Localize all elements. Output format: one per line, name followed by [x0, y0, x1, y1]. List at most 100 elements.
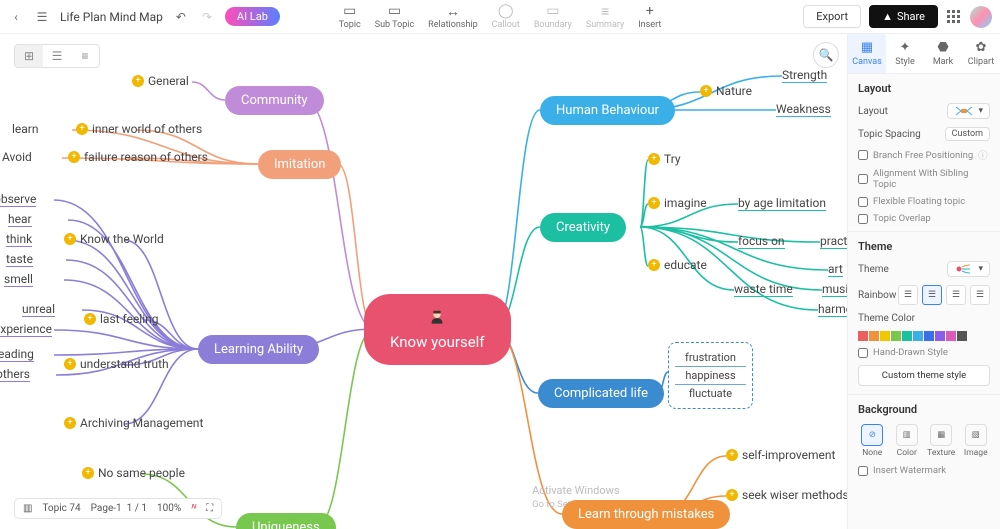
leaf-imitation-0[interactable]: learn	[12, 122, 39, 136]
bg-texture[interactable]: ▦Texture	[927, 424, 956, 458]
leaf-learning-7[interactable]: experience	[0, 322, 52, 337]
color-palette[interactable]	[848, 328, 1000, 344]
align-checkbox[interactable]	[858, 174, 868, 184]
redo-icon[interactable]: ↷	[199, 9, 215, 25]
bg-none[interactable]: ⊘None	[858, 424, 887, 458]
fullscreen-icon[interactable]: ⛶	[206, 503, 213, 514]
leaf-learning-10[interactable]: others	[0, 367, 30, 382]
leaf-creativity-6[interactable]: waste time	[734, 282, 793, 297]
leaf-imitation-3[interactable]: +failure reason of others	[68, 150, 208, 164]
rainbow-opt-3[interactable]: ☰	[946, 285, 966, 305]
doc-title[interactable]: Life Plan Mind Map	[60, 10, 163, 24]
leaf-human-0[interactable]: +Nature	[700, 84, 752, 98]
tool-sub-topic[interactable]: ▭Sub Topic	[375, 3, 414, 30]
leaf-learning-8[interactable]: +last feeling	[84, 312, 159, 326]
swatch[interactable]	[946, 331, 956, 341]
view-outline-icon[interactable]: ☰	[43, 45, 71, 67]
layout-picker[interactable]: ▾	[947, 103, 990, 119]
share-button[interactable]: ▲ Share	[869, 5, 938, 28]
branch-complicated[interactable]: Complicated life	[538, 379, 664, 408]
back-icon[interactable]: ‹	[8, 9, 24, 25]
tool-callout[interactable]: ◯Callout	[492, 3, 520, 30]
leaf-learning-1[interactable]: hear	[8, 212, 32, 227]
leaf-imitation-2[interactable]: Avoid	[2, 150, 32, 164]
leaf-learning-5[interactable]: smell	[4, 272, 33, 287]
leaf-creativity-3[interactable]: +educate	[648, 258, 707, 272]
search-icon[interactable]: 🔍	[813, 42, 839, 68]
canvas[interactable]: ⊞ ☰ ≡ 🔍 Activate Windows Go to Settings …	[0, 34, 847, 529]
leaf-creativity-7[interactable]: art	[828, 262, 843, 277]
leaf-learning-9[interactable]: reading	[0, 347, 34, 362]
leaf-creativity-1[interactable]: +imagine	[648, 196, 707, 210]
ailab-badge[interactable]: AI Lab	[225, 7, 280, 26]
leaf-creativity-0[interactable]: +Try	[648, 152, 681, 166]
leaf-creativity-4[interactable]: focus on	[738, 234, 785, 249]
swatch[interactable]	[913, 331, 923, 341]
box-complicated[interactable]: frustrationhappinessfluctuate	[668, 342, 753, 409]
rainbow-opt-2[interactable]: ☰	[922, 285, 942, 305]
leaf-human-2[interactable]: Weakness	[776, 102, 831, 117]
swatch[interactable]	[869, 331, 879, 341]
overlap-checkbox[interactable]	[858, 214, 868, 224]
leaf-mistakes-0[interactable]: +self-improvement	[726, 448, 835, 462]
leaf-creativity-9[interactable]: harmony	[818, 302, 847, 317]
zoom-level[interactable]: 100%	[157, 503, 181, 514]
tool-topic[interactable]: ▭Topic	[339, 3, 361, 30]
map-icon[interactable]: ▥	[23, 503, 32, 514]
theme-picker[interactable]: ▾	[947, 261, 990, 277]
swatch[interactable]	[935, 331, 945, 341]
swatch[interactable]	[902, 331, 912, 341]
export-button[interactable]: Export	[803, 5, 861, 28]
tool-relationship[interactable]: ↔Relationship	[428, 3, 477, 30]
leaf-learning-3[interactable]: +Know the World	[64, 232, 164, 246]
custom-theme-button[interactable]: Custom theme style	[858, 365, 990, 386]
view-mindmap-icon[interactable]: ⊞	[15, 45, 43, 67]
swatch[interactable]	[924, 331, 934, 341]
leaf-learning-11[interactable]: +understand truth	[64, 357, 169, 371]
apps-icon[interactable]	[946, 9, 962, 25]
bg-color[interactable]: ▥Color	[893, 424, 922, 458]
tab-style[interactable]: ✦Style	[886, 34, 924, 73]
branch-learning[interactable]: Learning Ability	[198, 335, 319, 364]
watermark-checkbox[interactable]	[858, 466, 868, 476]
view-list-icon[interactable]: ≡	[71, 45, 99, 67]
swatch[interactable]	[858, 331, 868, 341]
leaf-creativity-5[interactable]: practice	[820, 234, 847, 249]
menu-icon[interactable]: ☰	[34, 9, 50, 25]
root-node[interactable]: Know yourself	[364, 294, 511, 365]
leaf-learning-12[interactable]: +Archiving Management	[64, 416, 203, 430]
bfp-checkbox[interactable]	[858, 150, 868, 160]
tab-mark[interactable]: ⬣Mark	[924, 34, 962, 73]
spacing-value[interactable]: Custom	[945, 127, 990, 141]
leaf-human-1[interactable]: Strength	[782, 68, 827, 83]
branch-imitation[interactable]: Imitation	[258, 150, 341, 179]
leaf-imitation-1[interactable]: +inner world of others	[76, 122, 202, 136]
branch-human[interactable]: Human Behaviour	[540, 96, 675, 125]
leaf-learning-2[interactable]: think	[6, 232, 32, 247]
tab-canvas[interactable]: ▦Canvas	[848, 34, 886, 73]
rainbow-opt-4[interactable]: ☰	[970, 285, 990, 305]
hand-checkbox[interactable]	[858, 348, 868, 358]
branch-mistakes[interactable]: Learn through mistakes	[562, 500, 730, 529]
swatch[interactable]	[880, 331, 890, 341]
branch-creativity[interactable]: Creativity	[540, 213, 626, 242]
tool-summary[interactable]: ≡Summary	[586, 3, 624, 30]
branch-community[interactable]: Community	[225, 86, 324, 115]
leaf-mistakes-1[interactable]: +seek wiser methods	[726, 488, 847, 502]
leaf-learning-0[interactable]: observe	[0, 192, 36, 207]
page-indicator[interactable]: Page-1 1 / 1	[91, 503, 147, 514]
flex-checkbox[interactable]	[858, 197, 868, 207]
leaf-learning-4[interactable]: taste	[6, 252, 33, 267]
tool-boundary[interactable]: ▭Boundary	[534, 3, 572, 30]
rainbow-opt-1[interactable]: ☰	[898, 285, 918, 305]
swatch[interactable]	[891, 331, 901, 341]
leaf-learning-6[interactable]: unreal	[22, 302, 55, 317]
avatar[interactable]	[970, 6, 992, 28]
swatch[interactable]	[957, 331, 967, 341]
tool-insert[interactable]: +Insert	[638, 3, 661, 30]
leaf-creativity-2[interactable]: by age limitation	[738, 196, 826, 211]
bg-image[interactable]: ▧Image	[962, 424, 991, 458]
color-icon[interactable]: ᴺ	[191, 503, 196, 514]
branch-unique[interactable]: Uniqueness	[236, 513, 336, 529]
leaf-community-0[interactable]: +General	[132, 74, 189, 88]
